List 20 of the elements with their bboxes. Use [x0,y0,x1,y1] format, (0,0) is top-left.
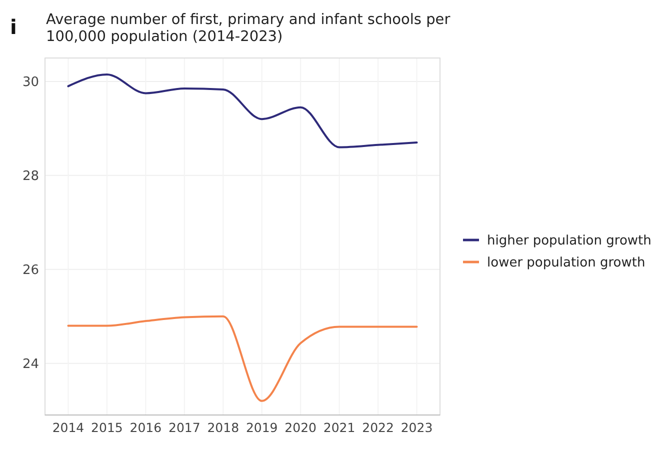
y-tick-label: 24 [22,356,39,372]
y-tick-label: 28 [22,168,39,184]
text: i [10,15,17,39]
x-tick-label: 2022 [362,420,394,435]
x-tick-label: 2019 [246,420,278,435]
x-tick-label: 2017 [168,420,200,435]
x-tick-label: 2015 [91,420,123,435]
x-tick-label: 2014 [52,420,84,435]
x-tick-label: 2023 [400,420,433,435]
x-tick-label: 2021 [323,420,356,435]
chart-title: Average number of first, primary and infant schools per 100,000 population (2014-2023) [46,12,450,45]
x-tick-label: 2020 [284,420,317,435]
y-tick-label: 26 [22,262,39,278]
legend-label: higher population growth [487,234,652,249]
legend-label: lower population growth [487,256,646,271]
x-tick-label: 2016 [130,420,162,435]
line-series [67,73,418,148]
x-tick-label: 2018 [207,420,240,435]
y-tick-label: 30 [22,75,39,90]
line-series [67,315,418,402]
